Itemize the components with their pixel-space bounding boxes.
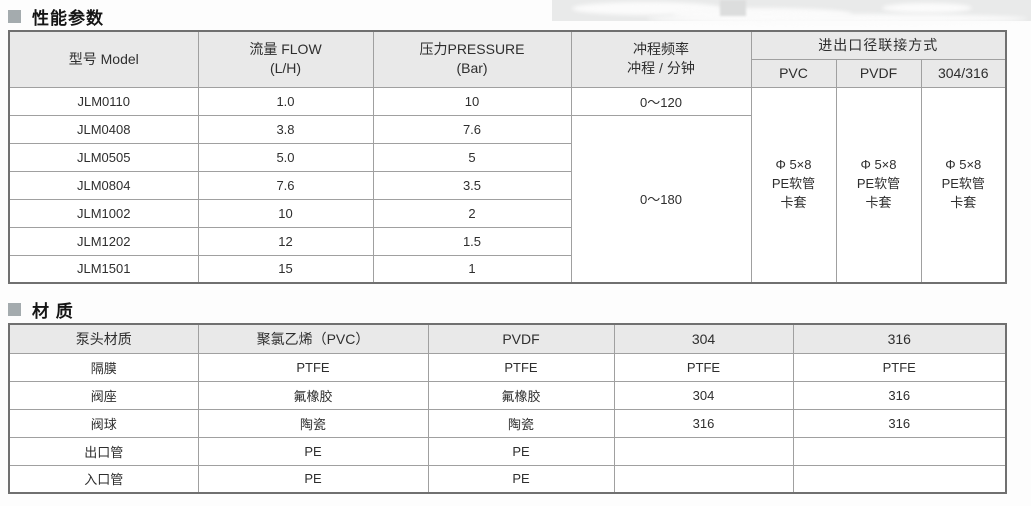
cell-flow: 15	[197, 254, 374, 284]
cell-model: JLM1501	[8, 254, 199, 284]
performance-title-text: 性能参数	[32, 9, 104, 28]
header-flow: 流量 FLOW (L/H)	[197, 30, 374, 88]
cell-material-value: 陶瓷	[197, 408, 429, 438]
table-row: JLM1202 12 1.5	[8, 226, 1006, 256]
cell-material-value: 氟橡胶	[427, 380, 615, 410]
cell-flow: 12	[197, 226, 374, 256]
cell-pressure: 2	[372, 198, 572, 228]
table-row: JLM1002 10 2	[8, 198, 1006, 228]
cell-model: JLM0110	[8, 86, 199, 116]
header-pvc-material: 聚氯乙烯（PVC）	[197, 323, 429, 354]
cell-flow: 3.8	[197, 114, 374, 144]
cell-part-name: 阀球	[8, 408, 199, 438]
header-pvc: PVC	[750, 58, 837, 88]
scan-artifact-band	[552, 0, 1031, 23]
cell-model: JLM0505	[8, 142, 199, 172]
cell-material-value: PTFE	[427, 352, 615, 382]
square-bullet-icon	[8, 10, 21, 23]
header-304-316: 304/316	[920, 58, 1007, 88]
cell-material-value: 316	[792, 380, 1007, 410]
cell-flow: 1.0	[197, 86, 374, 116]
header-connection-group: 进出口径联接方式	[750, 30, 1007, 60]
cell-material-value: 316	[613, 408, 794, 438]
header-pump-head-material: 泵头材质	[8, 323, 199, 354]
cell-flow: 5.0	[197, 142, 374, 172]
cell-material-value: 304	[613, 380, 794, 410]
cell-connection-pvc: Φ 5×8 PE软管 卡套	[750, 86, 837, 284]
table-row: 阀球 陶瓷 陶瓷 316 316	[8, 408, 1007, 438]
cell-part-name: 出口管	[8, 436, 199, 466]
cell-part-name: 隔膜	[8, 352, 199, 382]
cell-material-value: PE	[427, 464, 615, 494]
cell-model: JLM1002	[8, 198, 199, 228]
material-title-text: 材 质	[32, 302, 74, 321]
header-316: 316	[792, 323, 1007, 354]
scan-smudge	[647, 14, 1027, 23]
cell-material-value: PTFE	[792, 352, 1007, 382]
cell-stroke-range-first: 0～120	[570, 86, 752, 116]
cell-connection-304-316: Φ 5×8 PE软管 卡套	[920, 86, 1007, 284]
cell-material-value: PE	[197, 464, 429, 494]
cell-part-name: 阀座	[8, 380, 199, 410]
performance-table: 型号 Model 流量 FLOW (L/H) 压力PRESSURE (Bar) …	[8, 30, 1008, 284]
performance-header-row-2: PVC PVDF 304/316	[9, 58, 1007, 88]
cell-model: JLM0804	[8, 170, 199, 200]
cell-material-value: PTFE	[613, 352, 794, 382]
cell-pressure: 3.5	[372, 170, 572, 200]
cell-material-value	[792, 436, 1007, 466]
header-304: 304	[613, 323, 794, 354]
cell-connection-pvdf: Φ 5×8 PE软管 卡套	[835, 86, 922, 284]
cell-stroke-range-rest: 0～180	[570, 114, 752, 284]
section-title-material: 材 质	[8, 297, 74, 322]
scan-smudge	[882, 3, 972, 13]
table-row: 入口管 PE PE	[8, 464, 1007, 494]
header-pvdf: PVDF	[835, 58, 922, 88]
header-model: 型号 Model	[8, 30, 199, 88]
table-row: 出口管 PE PE	[8, 436, 1007, 466]
cell-model: JLM0408	[8, 114, 199, 144]
cell-material-value	[792, 464, 1007, 494]
cell-material-value	[613, 436, 794, 466]
cell-pressure: 1.5	[372, 226, 572, 256]
table-row: JLM0408 3.8 7.6 0～180	[8, 114, 1006, 284]
cell-material-value: PTFE	[197, 352, 429, 382]
cell-pressure: 5	[372, 142, 572, 172]
cell-flow: 10	[197, 198, 374, 228]
table-row: JLM0110 1.0 10 0～120 Φ 5×8 PE软管 卡套 Φ 5×8…	[8, 86, 1007, 284]
cell-material-value: PE	[197, 436, 429, 466]
cell-pressure: 7.6	[372, 114, 572, 144]
header-stroke-frequency: 冲程频率 冲程 / 分钟	[570, 30, 752, 88]
square-bullet-icon	[8, 303, 21, 316]
header-pvdf-material: PVDF	[427, 323, 615, 354]
cell-pressure: 10	[372, 86, 572, 116]
cell-material-value: 316	[792, 408, 1007, 438]
cell-model: JLM1202	[8, 226, 199, 256]
scan-smudge	[720, 0, 746, 16]
material-table: 泵头材质 聚氯乙烯（PVC） PVDF 304 316 隔膜 PTFE PTFE…	[8, 323, 1007, 494]
cell-material-value: PE	[427, 436, 615, 466]
table-row: JLM0505 5.0 5	[8, 142, 1006, 172]
table-row: 阀座 氟橡胶 氟橡胶 304 316	[8, 380, 1007, 410]
cell-part-name: 入口管	[8, 464, 199, 494]
performance-header-row-1: 型号 Model 流量 FLOW (L/H) 压力PRESSURE (Bar) …	[8, 30, 1007, 88]
cell-flow: 7.6	[197, 170, 374, 200]
cell-material-value	[613, 464, 794, 494]
table-row: JLM1501 15 1	[8, 254, 1006, 284]
material-header-row: 泵头材质 聚氯乙烯（PVC） PVDF 304 316	[8, 323, 1007, 354]
section-title-performance: 性能参数	[8, 4, 104, 29]
table-row: JLM0804 7.6 3.5	[8, 170, 1006, 200]
cell-pressure: 1	[372, 254, 572, 284]
cell-material-value: 氟橡胶	[197, 380, 429, 410]
table-row: 隔膜 PTFE PTFE PTFE PTFE	[8, 352, 1007, 382]
header-pressure: 压力PRESSURE (Bar)	[372, 30, 572, 88]
cell-material-value: 陶瓷	[427, 408, 615, 438]
